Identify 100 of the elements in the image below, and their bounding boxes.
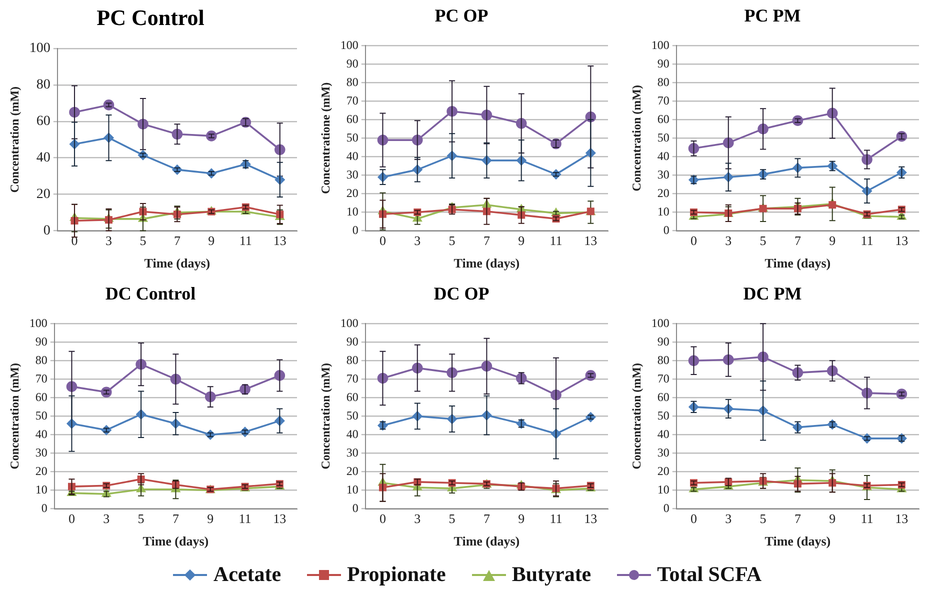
x-tick-label: 3 — [414, 233, 421, 248]
x-tick-label: 0 — [68, 511, 75, 526]
y-tick-label: 60 — [657, 390, 670, 404]
y-tick-label: 100 — [651, 38, 670, 52]
y-tick-label: 100 — [29, 316, 48, 330]
y-tick-label: 30 — [346, 167, 358, 182]
y-tick-label: 90 — [346, 334, 358, 348]
y-tick-label: 80 — [657, 74, 670, 89]
y-axis-title: Concentration (mM) — [7, 363, 22, 470]
chart-title: PC Control — [96, 4, 204, 30]
x-tick-label: 5 — [760, 511, 766, 526]
x-tick-label: 7 — [794, 511, 802, 526]
y-tick-label: 100 — [340, 316, 358, 330]
x-tick-label: 0 — [690, 233, 697, 248]
x-tick-label: 5 — [760, 233, 766, 248]
y-tick-label: 10 — [657, 482, 670, 496]
y-tick-label: 20 — [346, 464, 358, 478]
x-tick-label: 9 — [518, 511, 525, 526]
x-tick-label: 7 — [483, 233, 490, 248]
x-tick-label: 11 — [860, 233, 874, 248]
y-tick-label: 80 — [346, 74, 358, 89]
y-tick-label: 0 — [352, 222, 358, 237]
x-tick-label: 3 — [725, 511, 732, 526]
x-axis-title: Time (days) — [454, 256, 520, 271]
x-tick-label: 3 — [105, 233, 112, 248]
x-tick-label: 11 — [239, 233, 252, 248]
x-axis-title: Time (days) — [454, 534, 520, 549]
y-axis-title: Concentration (mM) — [629, 85, 644, 192]
x-tick-label: 13 — [895, 511, 908, 526]
chart-title: DC Control — [105, 283, 196, 304]
y-tick-label: 0 — [352, 500, 358, 515]
y-tick-label: 70 — [657, 371, 670, 386]
y-tick-label: 40 — [346, 148, 358, 163]
y-tick-label: 60 — [346, 112, 358, 126]
y-tick-label: 20 — [35, 464, 48, 478]
y-tick-label: 80 — [35, 352, 48, 367]
y-tick-label: 10 — [346, 482, 358, 496]
y-tick-label: 90 — [657, 334, 670, 348]
x-tick-label: 11 — [550, 511, 562, 526]
x-tick-label: 5 — [140, 233, 146, 248]
x-tick-label: 7 — [794, 233, 802, 248]
y-tick-label: 0 — [663, 222, 670, 237]
x-tick-label: 3 — [103, 511, 110, 526]
y-axis-title: Concentration (mM) — [318, 363, 332, 470]
y-tick-label: 0 — [41, 500, 48, 515]
x-tick-label: 7 — [172, 511, 180, 526]
y-tick-label: 10 — [657, 204, 670, 218]
chart-title: PC OP — [434, 5, 488, 26]
y-tick-label: 30 — [657, 445, 670, 460]
x-tick-label: 7 — [174, 233, 181, 248]
x-tick-label: 13 — [273, 511, 286, 526]
x-tick-label: 5 — [448, 511, 456, 526]
y-tick-label: 70 — [346, 93, 358, 108]
y-tick-label: 20 — [36, 186, 50, 202]
x-tick-label: 13 — [584, 233, 598, 248]
x-tick-label: 5 — [448, 233, 456, 248]
y-tick-label: 60 — [35, 390, 48, 404]
y-tick-label: 30 — [657, 167, 670, 182]
x-tick-label: 11 — [550, 233, 562, 248]
y-axis-title: Concentratione (mM) — [318, 82, 332, 194]
y-tick-label: 40 — [346, 426, 358, 441]
y-tick-label: 50 — [35, 408, 48, 422]
x-tick-label: 9 — [208, 233, 215, 248]
x-tick-label: 9 — [207, 511, 214, 526]
y-tick-label: 80 — [346, 352, 358, 367]
x-tick-label: 9 — [518, 233, 525, 248]
x-tick-label: 7 — [483, 511, 490, 526]
x-axis-title: Time (days) — [144, 256, 210, 271]
y-tick-label: 100 — [340, 38, 358, 52]
legend-label: Total SCFA — [657, 562, 762, 587]
legend-label: Acetate — [213, 562, 282, 587]
y-tick-label: 80 — [657, 352, 670, 367]
chart-title: PC PM — [744, 5, 801, 26]
y-tick-label: 20 — [657, 186, 670, 200]
y-tick-label: 60 — [657, 112, 670, 126]
y-tick-label: 30 — [35, 445, 48, 460]
y-tick-label: 40 — [657, 426, 670, 441]
y-tick-label: 90 — [35, 334, 48, 348]
x-tick-label: 13 — [273, 233, 286, 248]
x-tick-label: 11 — [238, 511, 252, 526]
y-tick-label: 30 — [346, 445, 358, 460]
y-tick-label: 50 — [657, 130, 670, 144]
y-tick-label: 20 — [657, 464, 670, 478]
y-tick-label: 20 — [346, 186, 358, 200]
y-tick-label: 90 — [346, 56, 358, 70]
y-tick-label: 60 — [346, 390, 358, 404]
y-tick-label: 70 — [657, 93, 670, 108]
y-tick-label: 10 — [346, 204, 358, 218]
y-tick-label: 80 — [36, 78, 50, 93]
y-tick-label: 0 — [43, 223, 50, 238]
x-axis-title: Time (days) — [764, 256, 831, 271]
chart-title: DC OP — [434, 283, 490, 304]
y-tick-label: 10 — [35, 482, 48, 496]
chart-title: DC PM — [743, 283, 802, 304]
x-tick-label: 9 — [829, 511, 836, 526]
y-tick-label: 50 — [346, 408, 358, 422]
legend-label: Butyrate — [512, 562, 592, 587]
x-tick-label: 3 — [725, 233, 732, 248]
y-tick-label: 40 — [36, 150, 50, 166]
x-tick-label: 0 — [379, 511, 386, 526]
